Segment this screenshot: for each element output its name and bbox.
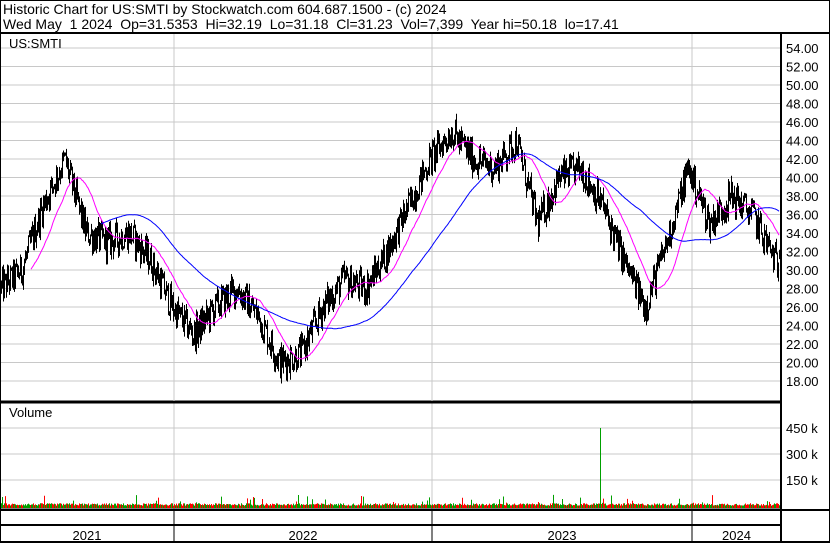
volume-tick-label: 150 k	[786, 473, 818, 488]
price-tick-label: 36.00	[786, 208, 819, 223]
price-bars	[1, 113, 780, 384]
moving-average-long	[100, 153, 780, 330]
price-tick-label: 54.00	[786, 41, 819, 56]
symbol-label: US:SMTI	[9, 36, 62, 51]
price-tick-label: 42.00	[786, 152, 819, 167]
moving-average-short	[30, 140, 780, 360]
price-tick-label: 38.00	[786, 189, 819, 204]
price-tick-label: 40.00	[786, 171, 819, 186]
price-tick-label: 50.00	[786, 78, 819, 93]
volume-tick-label: 450 k	[786, 421, 818, 436]
price-tick-label: 46.00	[786, 115, 819, 130]
volume-label: Volume	[9, 405, 53, 420]
year-label: 2023	[548, 528, 577, 543]
price-tick-label: 48.00	[786, 97, 819, 112]
price-tick-label: 22.00	[786, 337, 819, 352]
price-tick-label: 34.00	[786, 226, 819, 241]
price-tick-label: 18.00	[786, 374, 819, 389]
price-tick-label: 28.00	[786, 282, 819, 297]
price-tick-label: 24.00	[786, 319, 819, 334]
chart-title: Historic Chart for US:SMTI by Stockwatch…	[3, 1, 447, 17]
price-tick-label: 30.00	[786, 263, 819, 278]
volume-bars	[1, 428, 780, 508]
price-tick-label: 52.00	[786, 60, 819, 75]
year-label: 2022	[289, 528, 318, 543]
price-tick-label: 20.00	[786, 356, 819, 371]
volume-panel-frame	[0, 402, 782, 510]
price-tick-label: 26.00	[786, 300, 819, 315]
price-tick-label: 32.00	[786, 245, 819, 260]
volume-tick-label: 300 k	[786, 447, 818, 462]
quote-summary: Wed May 1 2024 Op=31.5353 Hi=32.19 Lo=31…	[3, 16, 619, 32]
price-tick-label: 44.00	[786, 134, 819, 149]
year-label: 2024	[722, 528, 751, 543]
year-label: 2021	[73, 528, 102, 543]
